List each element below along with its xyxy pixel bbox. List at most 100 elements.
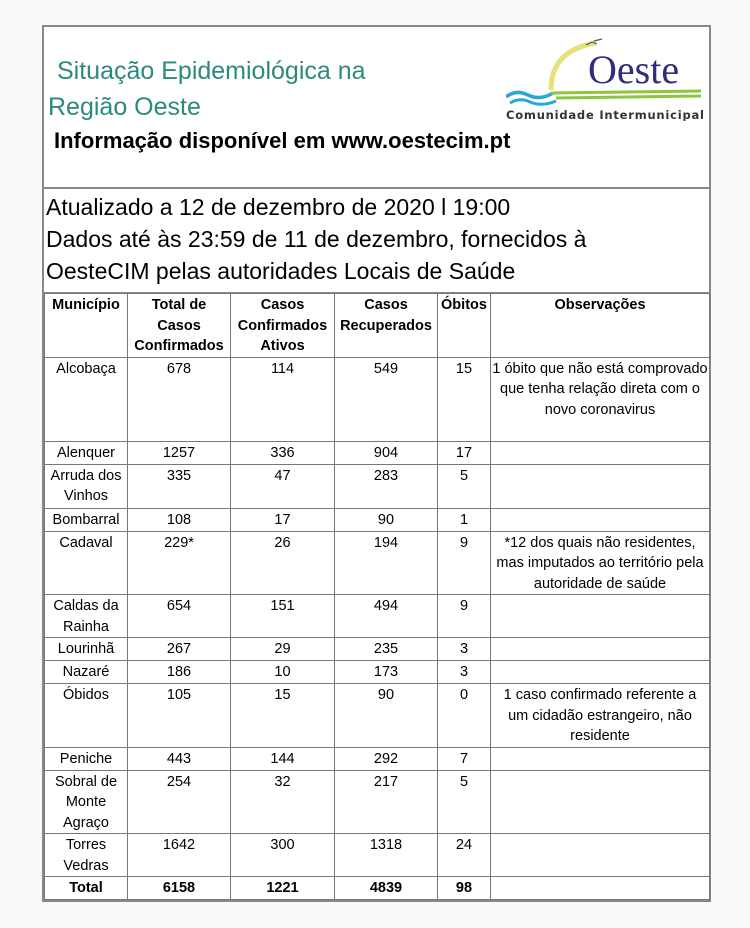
table-cell: 904 — [334, 440, 438, 465]
table-cell: 15 — [437, 356, 491, 442]
svg-text:Comunidade Intermunicipal: Comunidade Intermunicipal — [506, 108, 704, 121]
table-cell: 300 — [230, 833, 335, 877]
table-row: Sobral de Monte Agraço 254 32 217 5 — [44, 769, 710, 834]
table-cell: 151 — [230, 594, 335, 638]
oeste-logo: Oeste Comunidade Intermunicipal — [506, 38, 704, 121]
table-cell: 217 — [334, 769, 438, 834]
table-cell: 1 — [437, 507, 491, 532]
svg-text:Oeste: Oeste — [588, 47, 679, 92]
table-cell: Alcobaça — [44, 356, 128, 442]
update-line-3: OesteCIM pelas autoridades Locais de Saú… — [46, 258, 516, 284]
table-cell: 4839 — [334, 876, 438, 900]
table-cell: Sobral de Monte Agraço — [44, 769, 128, 834]
table-header: Município Total de Casos Confirmados Cas… — [44, 293, 710, 358]
table-cell: 549 — [334, 356, 438, 442]
table-cell: Lourinhã — [44, 637, 128, 661]
table-cell: 15 — [230, 683, 335, 748]
table-row: Arruda dos Vinhos 335 47 283 5 — [44, 463, 710, 509]
table-cell: 283 — [334, 463, 438, 509]
table-cell: 678 — [127, 356, 231, 442]
table-cell: 0 — [437, 683, 491, 748]
table-row: Caldas da Rainha 654 151 494 9 — [44, 594, 710, 638]
table-cell — [490, 594, 710, 638]
table-cell: 29 — [230, 637, 335, 661]
table-cell: 114 — [230, 356, 335, 442]
info-text: Informação disponível em www.oestecim.pt — [54, 128, 511, 153]
table-cell: 144 — [230, 746, 335, 771]
table-cell: 1318 — [334, 833, 438, 877]
table-cell: 1257 — [127, 440, 231, 465]
title-line-2: Região Oeste — [48, 93, 201, 121]
table-cell: 47 — [230, 463, 335, 509]
table-cell: Bombarral — [44, 507, 128, 532]
col-header: Óbitos — [437, 293, 491, 358]
table-cell — [490, 876, 710, 900]
table-cell: 9 — [437, 530, 491, 595]
table-cell: Cadaval — [44, 530, 128, 595]
table-cell: 9 — [437, 594, 491, 638]
table-cell: 654 — [127, 594, 231, 638]
table-cell: 494 — [334, 594, 438, 638]
table-cell: 443 — [127, 746, 231, 771]
table-cell — [490, 746, 710, 771]
table-cell: 10 — [230, 660, 335, 684]
table-cell: 17 — [230, 507, 335, 532]
table-cell: 229* — [127, 530, 231, 595]
table-cell — [490, 769, 710, 834]
table-row: Alenquer 1257 336 904 17 — [44, 440, 710, 465]
table-cell — [490, 637, 710, 661]
table-row: Cadaval 229* 26 194 9 *12 dos quais não resid… — [44, 530, 710, 595]
table-row: Torres Vedras 1642 300 1318 24 — [44, 833, 710, 877]
col-header: Observações — [490, 293, 710, 358]
table-cell: 90 — [334, 507, 438, 532]
table-row: Bombarral 108 17 90 1 — [44, 507, 710, 532]
table-cell: 335 — [127, 463, 231, 509]
table-row: Óbidos 105 15 90 0 1 caso confirmado referent… — [44, 683, 710, 748]
table-cell: 1642 — [127, 833, 231, 877]
table-cell: 3 — [437, 637, 491, 661]
table-cell — [490, 660, 710, 684]
table-cell: 1 óbito que não está comprovado que tenh… — [490, 356, 710, 442]
title-line-1: Situação Epidemiológica na — [57, 57, 366, 85]
table-cell: Torres Vedras — [44, 833, 128, 877]
table-cell: Nazaré — [44, 660, 128, 684]
page-title: Situação Epidemiológica na Região Oeste — [48, 53, 366, 125]
table-cell — [490, 463, 710, 509]
table-cell: 267 — [127, 637, 231, 661]
col-header: Município — [44, 293, 128, 358]
table-cell: Peniche — [44, 746, 128, 771]
table-cell: *12 dos quais não residentes, mas imputa… — [490, 530, 710, 595]
table-cell: 292 — [334, 746, 438, 771]
table-cell — [490, 833, 710, 877]
table-cell: 1 caso confirmado referente a um cidadão… — [490, 683, 710, 748]
table-cell: 5 — [437, 463, 491, 509]
table-row: Nazaré 186 10 173 3 — [44, 660, 710, 684]
table-cell — [490, 507, 710, 532]
table-cell: 90 — [334, 683, 438, 748]
update-line-1: Atualizado a 12 de dezembro de 2020 l 19… — [46, 194, 511, 220]
table-cell: Caldas da Rainha — [44, 594, 128, 638]
table-cell: Óbidos — [44, 683, 128, 748]
table-cell: 7 — [437, 746, 491, 771]
table-cell: 173 — [334, 660, 438, 684]
table-row: Lourinhã 267 29 235 3 — [44, 637, 710, 661]
total-row: Total 6158 1221 4839 98 — [44, 876, 710, 900]
table-cell: 98 — [437, 876, 491, 900]
table-cell: Total — [44, 876, 128, 900]
table-cell: 17 — [437, 440, 491, 465]
table-cell: 5 — [437, 769, 491, 834]
update-info: Atualizado a 12 de dezembro de 2020 l 19… — [44, 189, 709, 293]
table-cell: 108 — [127, 507, 231, 532]
table-cell: 105 — [127, 683, 231, 748]
table-cell: 3 — [437, 660, 491, 684]
table-cell: 32 — [230, 769, 335, 834]
table-cell: 1221 — [230, 876, 335, 900]
table-row: Peniche 443 144 292 7 — [44, 746, 710, 771]
table-cell — [490, 440, 710, 465]
table-cell: 6158 — [127, 876, 231, 900]
header: Situação Epidemiológica na Região Oeste … — [44, 27, 709, 189]
document-frame: Situação Epidemiológica na Região Oeste … — [42, 25, 711, 902]
col-header: Casos Confirmados Ativos — [230, 293, 335, 358]
cases-table: Município Total de Casos Confirmados Cas… — [44, 293, 710, 900]
table-cell: 26 — [230, 530, 335, 595]
